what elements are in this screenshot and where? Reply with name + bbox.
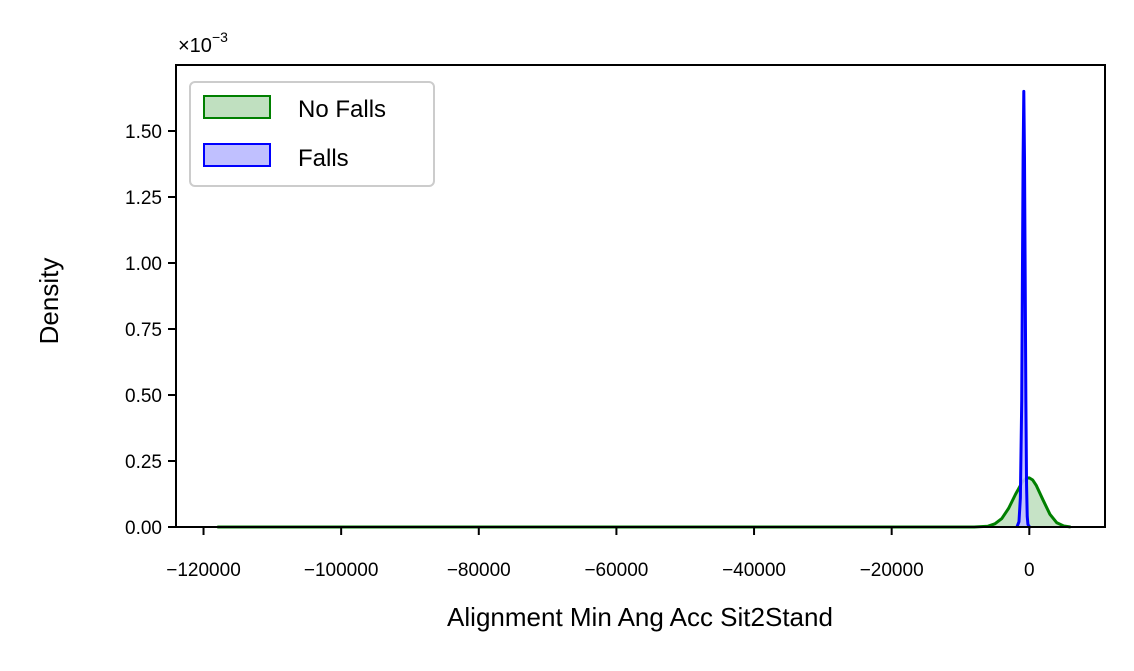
x-tick-label: −120000 (166, 560, 241, 581)
x-tick-label: −100000 (304, 560, 379, 581)
legend: No Falls Falls (189, 81, 435, 187)
series-fill-no-falls (217, 477, 1071, 527)
series-line-falls (1015, 89, 1031, 529)
x-tick-label: −20000 (860, 560, 924, 581)
legend-label-falls: Falls (298, 145, 349, 172)
x-tick-label: −40000 (722, 560, 786, 581)
series-fill-falls (1016, 91, 1031, 528)
y-tick-label: 1.00 (125, 254, 162, 275)
y-axis-label: Density (34, 258, 64, 345)
y-tick-label: 1.25 (125, 188, 162, 209)
x-tick-label: −60000 (584, 560, 648, 581)
y-tick-label: 0.50 (125, 386, 162, 407)
x-tick-label: 0 (1024, 560, 1035, 581)
y-tick-label: 0.25 (125, 452, 162, 473)
y-scale-multiplier: ×10−3 (178, 29, 228, 57)
plot-frame (175, 64, 1106, 528)
y-tick-label: 0.00 (125, 518, 162, 539)
legend-label-no-falls: No Falls (298, 96, 386, 123)
series-line-no-falls (217, 476, 1071, 529)
y-tick-label: 0.75 (125, 320, 162, 341)
y-axis: 0.00 0.25 0.50 0.75 1.00 1.25 1.50 (125, 122, 176, 539)
legend-swatch-no-falls (203, 95, 271, 119)
legend-swatch-falls (203, 143, 271, 167)
x-axis: −120000 −100000 −80000 −60000 −40000 −20000 0 (166, 527, 1035, 581)
x-axis-label: Alignment Min Ang Acc Sit2Stand (447, 602, 833, 632)
y-tick-label: 1.50 (125, 122, 162, 143)
x-tick-label: −80000 (447, 560, 511, 581)
